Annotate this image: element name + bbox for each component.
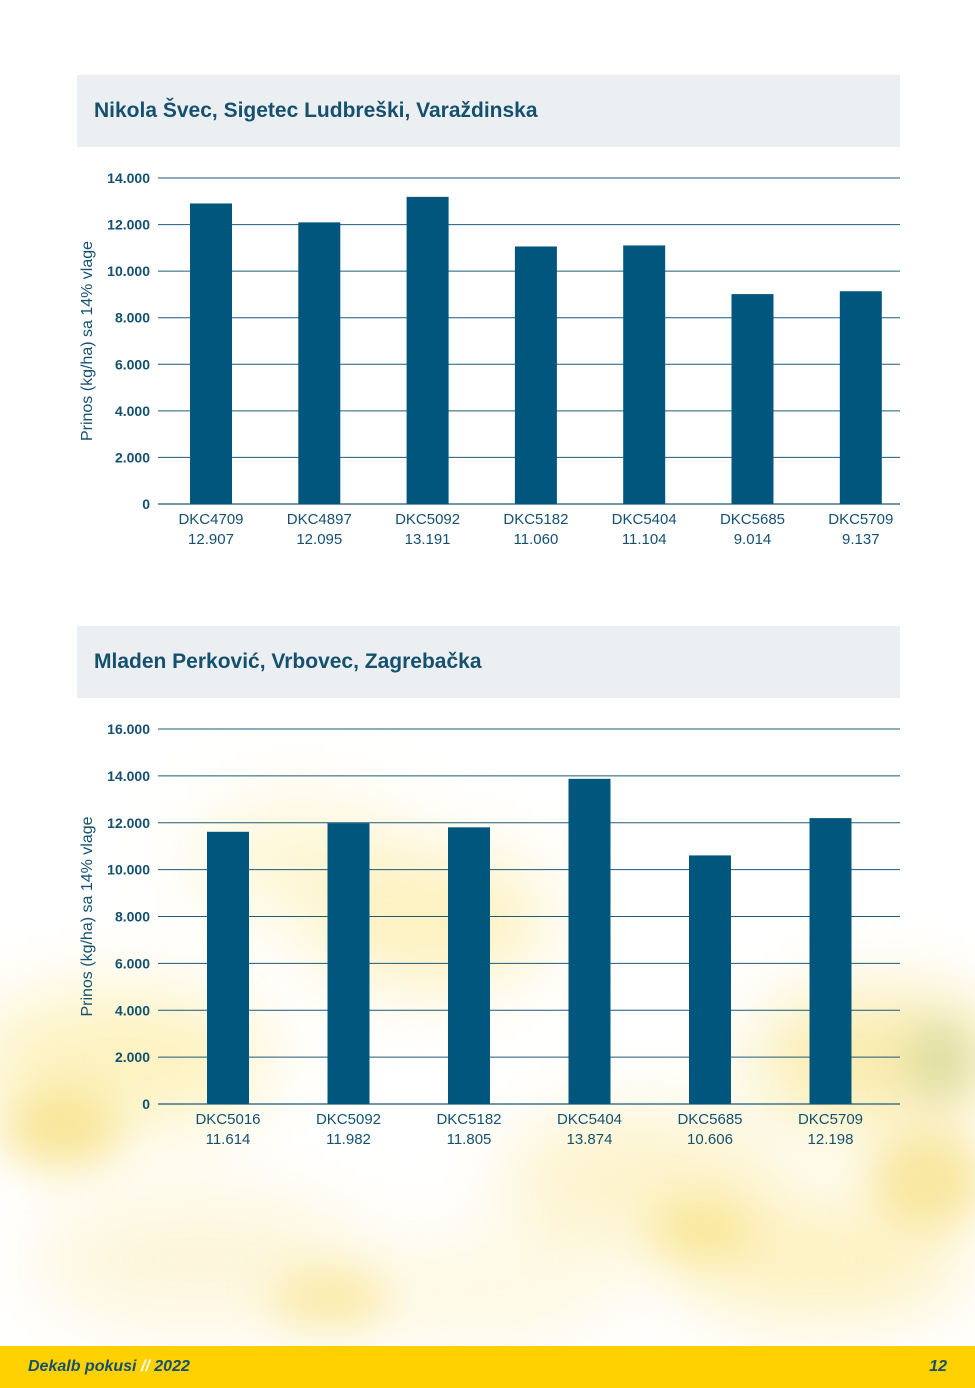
bar — [839, 291, 882, 504]
y-tick-label: 4.000 — [115, 1002, 150, 1018]
x-value-label: 11.104 — [622, 531, 667, 548]
y-tick-label: 0 — [142, 1096, 150, 1112]
y-axis-label: Prinos (kg/ha) sa 14% vlage — [79, 816, 96, 1016]
x-category-label: DKC5709 — [798, 1111, 863, 1128]
x-category-label: DKC5685 — [720, 511, 785, 528]
chart-2-title: Mladen Perković, Vrbovec, Zagrebačka — [77, 626, 900, 698]
y-tick-label: 10.000 — [107, 263, 150, 279]
chart-1: 0 2.000 4.000 6.000 8.000 10.000 12.000 14.000 D… — [0, 160, 975, 560]
x-value-label: 11.060 — [514, 531, 559, 548]
bar — [327, 823, 370, 1104]
y-tick-label: 16.000 — [107, 721, 150, 737]
x-category-label: DKC5709 — [828, 511, 893, 528]
x-category-label: DKC5685 — [677, 1111, 742, 1128]
footer-bar: Dekalb pokusi // 2022 12 — [0, 1346, 975, 1388]
bar — [406, 196, 449, 504]
x-category-label: DKC5404 — [557, 1111, 622, 1128]
footer-separator: // — [140, 1358, 150, 1375]
x-category-label: DKC5092 — [395, 511, 460, 528]
y-tick-label: 14.000 — [107, 768, 150, 784]
x-value-label: 11.805 — [447, 1131, 492, 1148]
x-value-label: 11.614 — [206, 1131, 251, 1148]
x-value-label: 12.198 — [808, 1131, 854, 1148]
chart-1-svg: 0 2.000 4.000 6.000 8.000 10.000 12.000 14.000 D… — [79, 170, 900, 548]
bar — [298, 222, 341, 504]
bar — [448, 827, 490, 1104]
x-value-label: 10.606 — [687, 1131, 733, 1148]
y-tick-label: 2.000 — [115, 449, 150, 465]
bar — [623, 245, 666, 504]
footer-brand: Dekalb pokusi // 2022 — [28, 1358, 190, 1376]
y-tick-label: 6.000 — [115, 356, 150, 372]
x-value-label: 13.191 — [405, 531, 451, 548]
x-category-label: DKC5182 — [436, 1111, 501, 1128]
chart-2: 0 2.000 4.000 6.000 8.000 10.000 12.000 14.000 1… — [0, 712, 975, 1162]
chart-1-title: Nikola Švec, Sigetec Ludbreški, Varaždin… — [77, 75, 900, 147]
page-number: 12 — [929, 1358, 947, 1375]
x-category-label: DKC5404 — [612, 511, 677, 528]
bar — [689, 855, 731, 1104]
y-tick-label: 12.000 — [107, 217, 150, 233]
footer-year: 2022 — [154, 1358, 190, 1375]
x-value-label: 13.874 — [567, 1131, 613, 1148]
x-category-label: DKC4897 — [287, 511, 352, 528]
x-value-label: 9.137 — [842, 531, 880, 548]
y-tick-label: 8.000 — [115, 909, 150, 925]
bar — [568, 778, 611, 1104]
bar — [731, 294, 774, 504]
x-value-label: 9.014 — [734, 531, 772, 548]
bar — [207, 831, 249, 1104]
x-value-label: 12.907 — [188, 531, 234, 548]
y-tick-label: 10.000 — [107, 862, 150, 878]
y-tick-label: 2.000 — [115, 1049, 150, 1065]
x-category-label: DKC5016 — [195, 1111, 260, 1128]
y-axis-label: Prinos (kg/ha) sa 14% vlage — [79, 241, 96, 441]
y-tick-label: 8.000 — [115, 310, 150, 326]
x-category-label: DKC4709 — [178, 511, 243, 528]
y-tick-label: 0 — [142, 496, 150, 512]
y-tick-label: 6.000 — [115, 955, 150, 971]
y-tick-label: 4.000 — [115, 403, 150, 419]
footer-brand-name: Dekalb pokusi — [28, 1358, 137, 1375]
bar — [190, 203, 232, 504]
x-category-label: DKC5092 — [316, 1111, 381, 1128]
x-value-label: 11.982 — [326, 1131, 371, 1148]
x-category-label: DKC5182 — [503, 511, 568, 528]
chart-2-svg: 0 2.000 4.000 6.000 8.000 10.000 12.000 14.000 1… — [79, 721, 900, 1148]
x-value-label: 12.095 — [296, 531, 342, 548]
y-tick-label: 12.000 — [107, 815, 150, 831]
y-tick-label: 14.000 — [107, 170, 150, 186]
bar — [809, 818, 852, 1104]
bar — [514, 246, 557, 504]
